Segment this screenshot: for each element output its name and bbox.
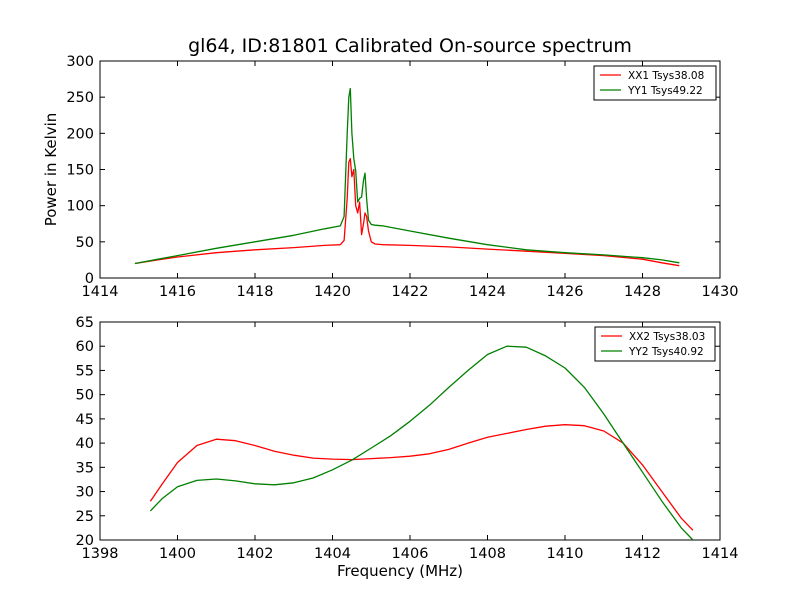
series-line-1: [134, 157, 680, 267]
y-tick-label: 20: [76, 533, 94, 549]
x-tick-label: 1402: [237, 546, 274, 562]
series-line-2: [149, 345, 694, 540]
x-tick-label: 1414: [82, 284, 119, 300]
x-tick-label: 1400: [159, 546, 196, 562]
y-tick-label: 150: [66, 163, 94, 179]
y-tick-label: 65: [76, 315, 94, 331]
y-tick-label: 100: [66, 199, 94, 215]
x-tick-label: 1424: [469, 284, 506, 300]
x-tick-label: 1410: [547, 546, 584, 562]
x-tick-label: 1418: [237, 284, 274, 300]
legend-box: [593, 65, 717, 101]
series-group: [149, 345, 694, 540]
x-tick-label: 1420: [314, 284, 351, 300]
legend-box: [594, 326, 716, 362]
x-tick-label: 1414: [702, 546, 739, 562]
x-tick-label: 1430: [702, 284, 739, 300]
x-tick-label: 1406: [392, 546, 429, 562]
y-tick-label: 40: [76, 436, 94, 452]
legend-label: XX1 Tsys38.08: [628, 70, 704, 82]
series-group: [134, 87, 680, 267]
upper-chart: 1414 1416 1418 1420 1422 1424 1426 1428 1430 0 50 1…: [42, 54, 738, 300]
y-tick-label: 60: [76, 339, 94, 355]
x-tick-label: 1404: [314, 546, 351, 562]
y-tick-label: 45: [76, 412, 94, 428]
x-tick-label: 1426: [547, 284, 584, 300]
y-axis-label: Power in Kelvin: [42, 113, 60, 227]
x-axis-label: Frequency (MHz): [337, 562, 463, 580]
figure-title: gl64, ID:81801 Calibrated On-source spec…: [188, 35, 632, 57]
legend-label: YY2 Tsys40.92: [628, 346, 704, 358]
lower-chart: 1398 1400 1402 1404 1406 1408 1410 1412 1414 20 25…: [76, 315, 739, 580]
legend: XX1 Tsys38.08 YY1 Tsys49.22: [593, 65, 717, 101]
y-tick-label: 200: [66, 126, 94, 142]
y-tick-label: 250: [66, 90, 94, 106]
x-tick-label: 1416: [159, 284, 196, 300]
x-tick-label: 1408: [469, 546, 506, 562]
y-tick-label: 50: [76, 388, 94, 404]
legend: XX2 Tsys38.03 YY2 Tsys40.92: [594, 326, 716, 362]
series-line-2: [134, 87, 680, 265]
x-tick-label: 1398: [82, 546, 119, 562]
y-tick-label: 35: [76, 460, 94, 476]
y-tick-label: 0: [85, 271, 94, 287]
y-tick-label: 300: [66, 54, 94, 70]
x-tick-label: 1428: [624, 284, 661, 300]
x-tick-label: 1412: [624, 546, 661, 562]
y-tick-label: 30: [76, 485, 94, 501]
y-tick-label: 50: [76, 235, 94, 251]
y-tick-label: 55: [76, 363, 94, 379]
x-tick-label: 1422: [392, 284, 429, 300]
series-line-1: [149, 424, 694, 531]
legend-label: XX2 Tsys38.03: [629, 331, 705, 343]
y-tick-label: 25: [76, 509, 94, 525]
legend-label: YY1 Tsys49.22: [627, 85, 703, 97]
